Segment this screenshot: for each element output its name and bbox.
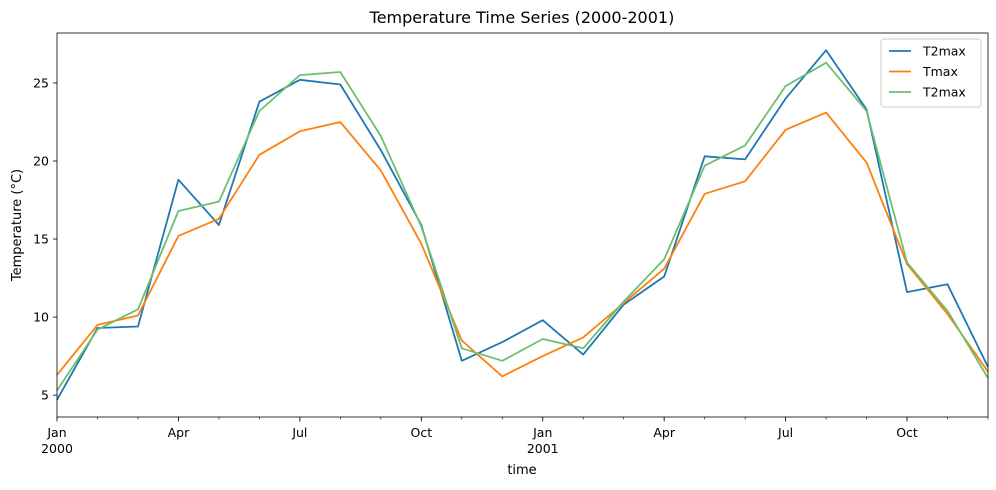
x-tick-label: Oct [896,425,918,440]
x-tick-label: Jan [532,425,552,440]
x-tick-label: Jan [46,425,66,440]
x-tick-label: Apr [653,425,675,440]
y-tick-label: 25 [33,75,49,90]
legend-label: T2max [922,85,966,100]
x-tick-year-label: 2001 [527,441,559,456]
x-axis-label: time [507,463,536,478]
series-line-1 [56,49,989,401]
y-tick-label: 20 [33,154,49,169]
series-line-2 [56,111,989,378]
legend-label: T2max [922,44,966,59]
chart-title: Temperature Time Series (2000-2001) [369,8,675,27]
x-tick-year-label: 2000 [41,441,73,456]
x-tick-label: Jul [291,425,307,440]
legend: T2max Tmax T2max [880,38,982,108]
x-tick-label: Apr [168,425,190,440]
series-line-3 [56,61,989,391]
legend-label: Tmax [922,64,958,79]
plot-frame [56,32,989,418]
x-tick-label: Jul [777,425,793,440]
y-tick-label: 10 [33,310,49,325]
x-tick-label: Oct [410,425,432,440]
plot-area [56,49,989,401]
y-axis-label: Temperature (°C) [10,169,25,282]
y-tick-label: 15 [33,232,49,247]
y-tick-label: 5 [41,388,49,403]
legend-box [880,38,982,108]
